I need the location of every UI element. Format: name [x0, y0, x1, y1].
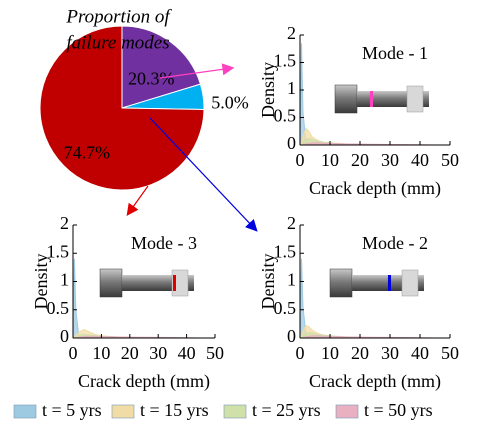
- chart-title: failure modes: [66, 32, 169, 53]
- annotation: Mode - 3: [131, 233, 197, 253]
- y-axis-label: Density: [258, 62, 278, 118]
- arrow: [128, 186, 148, 214]
- x-tick-label: 10: [321, 343, 339, 363]
- legend-label: t = 25 yrs: [252, 400, 321, 420]
- x-tick-label: 0: [69, 343, 78, 363]
- y-axis-label: Density: [31, 254, 51, 310]
- x-tick-label: 50: [206, 343, 224, 363]
- x-tick-label: 50: [441, 343, 459, 363]
- page: {"chart_data": [ {"type": "pie", "title"…: [0, 0, 491, 430]
- legend-swatch: [112, 405, 134, 418]
- bolt-icon: [330, 269, 424, 297]
- x-tick-label: 40: [178, 343, 196, 363]
- x-tick-label: 40: [411, 150, 429, 170]
- bolt-icon: [100, 269, 194, 297]
- legend-swatch: [224, 405, 246, 418]
- x-tick-label: 40: [411, 343, 429, 363]
- x-tick-label: 20: [351, 343, 369, 363]
- x-tick-label: 50: [441, 150, 459, 170]
- legend-swatch: [14, 405, 36, 418]
- legend-label: t = 15 yrs: [140, 400, 209, 420]
- y-tick-label: 1: [287, 270, 296, 290]
- slice-label: 20.3%: [128, 69, 175, 89]
- legend-label: t = 5 yrs: [42, 400, 102, 420]
- legend: t = 5 yrs t = 15 yrs t = 25 yrs t = 50 yrs: [14, 400, 433, 420]
- x-axis-label: Crack depth (mm): [309, 178, 441, 199]
- x-tick-label: 30: [149, 343, 167, 363]
- y-tick-label: 1: [60, 270, 69, 290]
- x-tick-label: 10: [321, 150, 339, 170]
- chart-title: Proportion of: [65, 6, 172, 27]
- x-tick-label: 20: [121, 343, 139, 363]
- x-tick-label: 30: [381, 150, 399, 170]
- x-tick-label: 0: [296, 150, 305, 170]
- x-axis-label: Crack depth (mm): [78, 371, 210, 392]
- slice-label: 5.0%: [211, 92, 249, 112]
- x-axis-label: Crack depth (mm): [309, 371, 441, 392]
- x-tick-label: 20: [351, 150, 369, 170]
- y-tick-label: 1: [287, 78, 296, 98]
- x-tick-label: 0: [296, 343, 305, 363]
- legend-swatch: [336, 405, 358, 418]
- y-tick-label: 2: [287, 213, 296, 233]
- y-tick-label: 2: [60, 213, 69, 233]
- y-tick-label: 2: [287, 23, 296, 43]
- slice-label: 74.7%: [64, 143, 111, 163]
- figure: 20.3% 5.0% 74.7% Proportion of failure mode…: [0, 0, 491, 430]
- annotation: Mode - 2: [362, 233, 428, 253]
- x-tick-label: 10: [92, 343, 110, 363]
- y-axis-label: Density: [258, 254, 278, 310]
- bolt-icon: [335, 85, 429, 113]
- x-tick-label: 30: [381, 343, 399, 363]
- annotation: Mode - 1: [362, 43, 428, 63]
- legend-label: t = 50 yrs: [364, 400, 433, 420]
